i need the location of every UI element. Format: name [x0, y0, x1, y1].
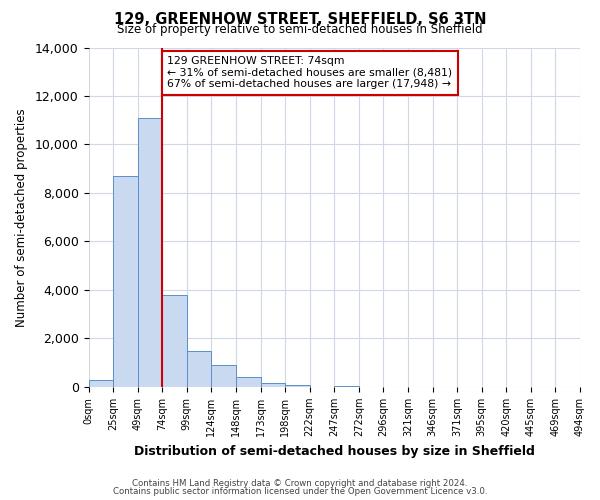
Bar	[162, 295, 187, 387]
Bar	[211, 365, 236, 387]
Text: Contains HM Land Registry data © Crown copyright and database right 2024.: Contains HM Land Registry data © Crown c…	[132, 479, 468, 488]
Y-axis label: Number of semi-detached properties: Number of semi-detached properties	[15, 108, 28, 326]
Bar	[334, 386, 359, 387]
Bar	[113, 176, 137, 387]
Text: 129 GREENHOW STREET: 74sqm
← 31% of semi-detached houses are smaller (8,481)
67%: 129 GREENHOW STREET: 74sqm ← 31% of semi…	[167, 56, 452, 89]
Bar	[137, 118, 162, 387]
Bar	[187, 350, 211, 387]
Bar	[89, 380, 113, 387]
Bar	[285, 384, 310, 387]
X-axis label: Distribution of semi-detached houses by size in Sheffield: Distribution of semi-detached houses by …	[134, 444, 535, 458]
Bar	[260, 384, 285, 387]
Text: 129, GREENHOW STREET, SHEFFIELD, S6 3TN: 129, GREENHOW STREET, SHEFFIELD, S6 3TN	[114, 12, 486, 26]
Text: Contains public sector information licensed under the Open Government Licence v3: Contains public sector information licen…	[113, 487, 487, 496]
Bar	[236, 377, 260, 387]
Text: Size of property relative to semi-detached houses in Sheffield: Size of property relative to semi-detach…	[117, 24, 483, 36]
